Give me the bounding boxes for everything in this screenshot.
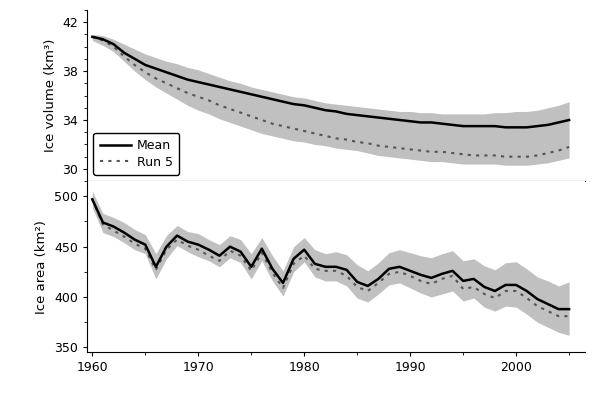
Legend: Mean, Run 5: Mean, Run 5 [93,133,179,175]
Y-axis label: Ice volume (km³): Ice volume (km³) [44,39,56,152]
Y-axis label: Ice area (km²): Ice area (km²) [35,220,49,314]
